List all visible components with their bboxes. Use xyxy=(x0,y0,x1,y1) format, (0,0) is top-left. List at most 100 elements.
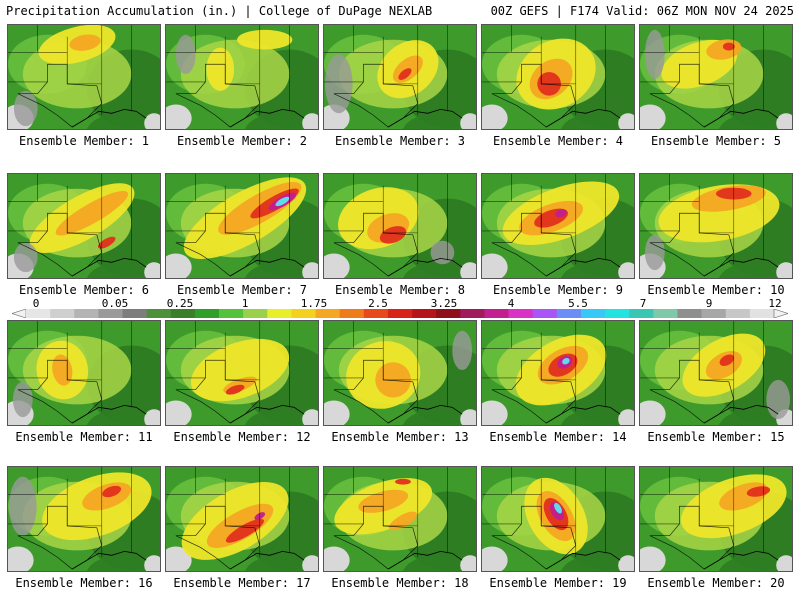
member-label-10: Ensemble Member: 10 xyxy=(647,283,785,297)
precip-contour xyxy=(776,113,792,129)
texas-border xyxy=(333,359,419,424)
colorbar-label: 0.05 xyxy=(101,297,129,310)
precip-contour xyxy=(618,262,634,278)
precip-contour xyxy=(206,47,235,91)
member-label-5: Ensemble Member: 5 xyxy=(650,134,782,148)
texas-border xyxy=(175,63,261,128)
coastline xyxy=(71,550,147,570)
gulf-region xyxy=(718,263,779,278)
precip-contour xyxy=(97,236,116,249)
texas-border xyxy=(491,359,577,424)
colorbar-label: 3.25 xyxy=(430,297,458,310)
coastline xyxy=(229,257,305,277)
gulf-region xyxy=(244,114,305,129)
texas-border xyxy=(333,505,419,570)
model-valid-time: 00Z GEFS | F174 Valid: 06Z MON NOV 24 20… xyxy=(490,4,794,18)
colorbar-swatch xyxy=(74,309,99,318)
member-map-8 xyxy=(323,173,477,279)
precip-contour xyxy=(746,486,771,497)
precip-field xyxy=(8,467,160,571)
precip-contour xyxy=(13,90,38,127)
coastline xyxy=(71,257,147,277)
precip-contour xyxy=(166,253,192,278)
gulf-region xyxy=(86,114,147,129)
coastline xyxy=(71,404,147,424)
coastline xyxy=(703,404,779,424)
colorbar-swatch xyxy=(291,309,316,318)
precip-contour xyxy=(144,262,160,278)
precip-field xyxy=(8,174,160,278)
colorbar-swatch xyxy=(363,309,389,318)
precip-contour xyxy=(166,400,192,425)
texas-border xyxy=(175,359,261,424)
precip-contour xyxy=(225,384,245,395)
gulf-region xyxy=(86,556,147,571)
precip-contour xyxy=(144,409,160,425)
precip-contour xyxy=(430,240,455,265)
precip-field xyxy=(482,467,634,571)
colorbar-label: 5.5 xyxy=(568,297,588,310)
gulf-region xyxy=(244,556,305,571)
member-label-11: Ensemble Member: 11 xyxy=(15,430,153,444)
texas-border xyxy=(491,63,577,128)
gulf-region xyxy=(244,410,305,425)
colorbar-swatch xyxy=(219,309,244,318)
colorbar-swatch xyxy=(677,309,702,318)
colorbar-swatch xyxy=(532,309,558,318)
precip-contour xyxy=(8,546,34,571)
precip-contour xyxy=(766,379,791,420)
precip-contour xyxy=(379,226,407,244)
precip-contour xyxy=(460,262,476,278)
precip-contour xyxy=(237,29,293,50)
member-map-4 xyxy=(481,24,635,130)
member-map-7 xyxy=(165,173,319,279)
precip-contour xyxy=(776,262,792,278)
precipitation-colorbar: 0 0.05 0.25 1 1.75 2.5 3.25 4 5.5 7 9 12 xyxy=(12,297,788,320)
colorbar-swatch xyxy=(146,309,172,318)
precip-contour xyxy=(562,358,570,365)
precip-contour xyxy=(618,555,634,571)
coastline xyxy=(387,404,463,424)
colorbar-swatch xyxy=(387,309,413,318)
precip-contour xyxy=(102,485,122,498)
texas-border xyxy=(649,359,735,424)
colorbar-labels: 0 0.05 0.25 1 1.75 2.5 3.25 4 5.5 7 9 12 xyxy=(12,297,788,310)
precip-contour xyxy=(460,113,476,129)
precip-contour xyxy=(555,209,567,218)
colorbar-max-arrow xyxy=(773,309,788,318)
member-label-4: Ensemble Member: 4 xyxy=(492,134,624,148)
coastline xyxy=(545,108,621,128)
precip-contour xyxy=(180,39,290,109)
member-label-9: Ensemble Member: 9 xyxy=(492,283,624,297)
colorbar-scale xyxy=(12,309,788,318)
coastline xyxy=(229,550,305,570)
colorbar-swatch xyxy=(653,309,678,318)
precip-contour xyxy=(324,400,350,425)
texas-border xyxy=(175,212,261,277)
coastline xyxy=(703,550,779,570)
precip-contour xyxy=(302,409,318,425)
precip-contour xyxy=(69,34,101,51)
precip-field xyxy=(166,467,318,571)
precip-field xyxy=(324,321,476,425)
precip-contour xyxy=(166,104,192,129)
gulf-region xyxy=(718,556,779,571)
precip-contour xyxy=(554,502,562,514)
member-label-16: Ensemble Member: 16 xyxy=(15,576,153,590)
precip-contour xyxy=(175,34,196,75)
precip-contour xyxy=(460,409,476,425)
colorbar-label: 7 xyxy=(639,297,647,310)
precip-contour xyxy=(482,546,508,571)
colorbar-swatch xyxy=(50,309,75,318)
gulf-region xyxy=(560,556,621,571)
colorbar-swatch xyxy=(122,309,147,318)
member-map-11 xyxy=(7,320,161,426)
texas-border xyxy=(333,212,419,277)
precip-contour xyxy=(144,113,160,129)
precip-contour xyxy=(776,555,792,571)
texas-border xyxy=(175,505,261,570)
coastline xyxy=(71,108,147,128)
colorbar-swatch xyxy=(267,309,292,318)
colorbar-swatch xyxy=(725,309,751,318)
precip-contour xyxy=(640,104,666,129)
